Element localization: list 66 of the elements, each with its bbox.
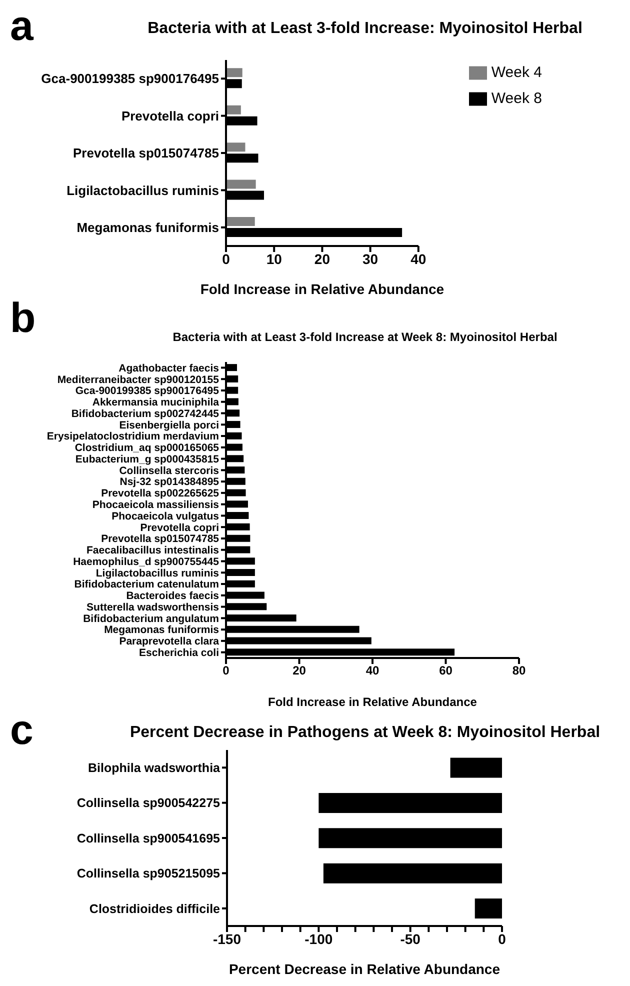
bar — [226, 216, 255, 226]
x-tick-label: 20 — [314, 250, 330, 267]
y-tick-label: Gca-900199385 sp900176495 — [75, 385, 220, 398]
y-tick-label: Collinsella sp900541695 — [76, 831, 220, 846]
legend-label: Week 4 — [491, 64, 542, 81]
y-tick-label: Nsj-32 sp014384895 — [120, 476, 220, 488]
y-tick-label: Ligilactobacillus ruminis — [66, 182, 219, 198]
y-tick-label: Faecalibacillus intestinalis — [86, 544, 220, 557]
y-tick-label: Escherichia coli — [139, 646, 220, 659]
legend-label: Week 8 — [491, 90, 542, 107]
chart-title: Bacteria with at Least 3-fold Increase: Myoinositol Herbal — [146, 20, 584, 38]
y-tick-label: Agathobacter faecis — [118, 362, 220, 374]
bar — [226, 105, 241, 114]
chart-title: Bacteria with at Least 3-fold Increase at Week 8: Myoinositol Herbal — [172, 330, 558, 344]
y-tick-label: Bacteroides faecis — [126, 590, 220, 602]
y-tick-label: Prevotella sp015074785 — [73, 146, 219, 161]
y-tick-label: Phocaeicola vulgatus — [112, 510, 220, 522]
y-tick-label: Clostridioides difficile — [89, 902, 220, 916]
y-tick-label: Megamonas funiformis — [104, 624, 220, 636]
y-tick-label: Collinsella sp900542275 — [76, 796, 220, 810]
y-tick-label: Bifidobacterium catenulatum — [74, 578, 219, 591]
y-tick-label: Gca-900199385 sp900176495 — [41, 71, 219, 86]
bar — [226, 180, 256, 189]
x-axis-title: Fold Increase in Relative Abundance — [200, 281, 444, 297]
x-tick-label: 40 — [366, 664, 380, 678]
text: b — [10, 294, 36, 342]
y-tick-label: Prevotella copri — [121, 108, 219, 124]
y-tick-label: Clostridium_aq sp000165065 — [74, 442, 220, 454]
x-tick-label: 0 — [222, 250, 230, 267]
x-tick-label: 20 — [292, 664, 306, 678]
y-tick-label: Prevotella copri — [140, 522, 220, 534]
x-tick-label: 60 — [439, 664, 453, 678]
y-tick-label: Erysipelatoclostridium merdavium — [46, 430, 219, 443]
x-tick-label: -50 — [400, 930, 421, 947]
bar — [226, 142, 246, 152]
y-tick-label: Eubacterium_g sp000435815 — [75, 453, 220, 466]
x-axis-title: Fold Increase in Relative Abundance — [268, 695, 478, 709]
x-axis-title: Percent Decrease in Relative Abundance — [228, 961, 500, 977]
y-tick-label: Mediterraneibacter sp900120155 — [57, 374, 220, 386]
y-tick-label: Collinsella stercoris — [119, 464, 220, 477]
x-tick-label: 40 — [410, 250, 426, 267]
y-tick-label: Sutterella wadsworthensis — [86, 601, 220, 614]
text: c — [10, 706, 34, 754]
y-tick-label: Bifidobacterium angulatum — [83, 612, 219, 625]
text: a — [10, 2, 34, 50]
y-tick-label: Paraprevotella clara — [119, 636, 220, 648]
y-tick-label: Bifidobacterium sp002742445 — [71, 408, 220, 420]
x-tick-label: 80 — [512, 664, 526, 678]
x-tick-label: 10 — [266, 250, 282, 267]
x-tick-label: -100 — [304, 930, 333, 947]
y-tick-label: Prevotella sp002265625 — [101, 488, 220, 500]
y-tick-label: Ligilactobacillus ruminis — [96, 567, 220, 580]
y-tick-label: Bilophila wadsworthia — [88, 760, 222, 775]
y-tick-label: Eisenbergiella porci — [119, 419, 220, 432]
y-tick-label: Megamonas funiformis — [76, 220, 219, 235]
y-tick-label: Phocaeicola massiliensis — [92, 498, 220, 511]
chart-title: Percent Decrease in Pathogens at Week 8: Myoinositol Herbal — [128, 724, 602, 742]
y-tick-label: Prevotella sp015074785 — [101, 533, 220, 546]
x-tick-label: 0 — [498, 930, 506, 947]
y-tick-label: Akkermansia muciniphila — [92, 396, 220, 409]
y-tick-label: Collinsella sp905215095 — [76, 866, 220, 881]
x-tick-label: 30 — [362, 250, 378, 267]
bar — [226, 68, 242, 78]
x-tick-label: 0 — [222, 664, 230, 678]
y-tick-label: Haemophilus_d sp900755445 — [73, 556, 220, 568]
x-tick-label: -150 — [212, 930, 242, 947]
